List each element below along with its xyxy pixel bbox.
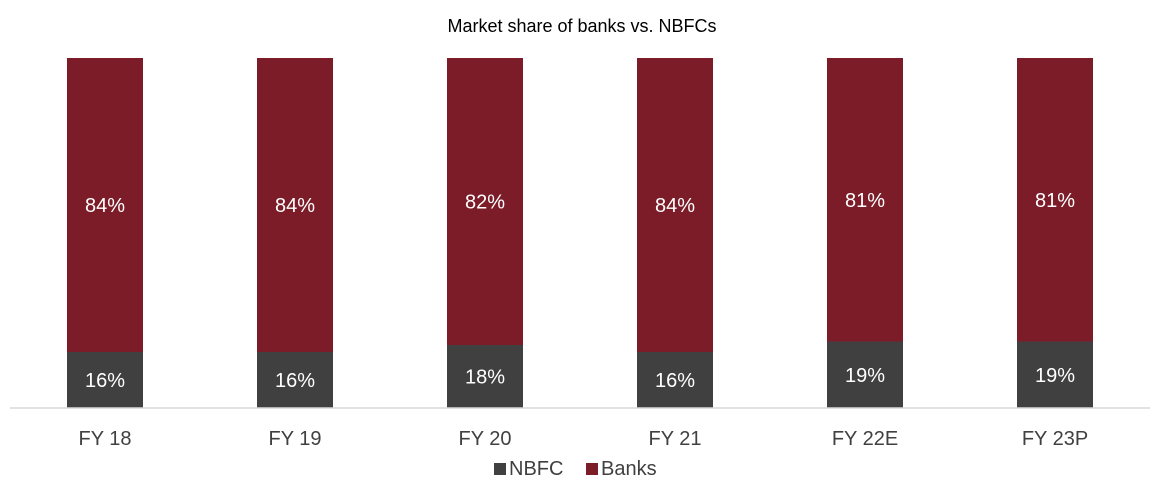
bar-banks-3 [637,58,713,352]
data-label-nbfc-2: 18% [465,367,505,389]
legend-label-nbfc: NBFC [509,458,563,480]
data-label-nbfc-4: 19% [845,365,885,387]
bar-nbfc-1 [257,352,333,408]
data-labels: 16% 84% 16% 84% 18% 82% 16% 84% 19% 81% 19% 81% [85,190,1075,392]
bar-nbfc-5 [1017,341,1093,408]
legend-swatch-banks [586,463,598,475]
x-tick-label: FY 20 [459,428,512,450]
data-label-banks-1: 84% [275,195,315,217]
x-tick-label: FY 19 [269,428,322,450]
bar-banks-4 [827,58,903,342]
bar-nbfc-0 [67,352,143,408]
bars-layer [67,58,1093,408]
data-label-nbfc-5: 19% [1035,365,1075,387]
bar-banks-0 [67,58,143,352]
data-label-nbfc-3: 16% [655,370,695,392]
legend: NBFC Banks [494,458,657,480]
x-tick-label: FY 23P [1022,428,1088,450]
x-tick-label: FY 22E [832,428,898,450]
bar-nbfc-3 [637,352,713,408]
data-label-banks-2: 82% [465,192,505,214]
bar-banks-1 [257,58,333,352]
bar-nbfc-2 [447,345,523,408]
bar-banks-5 [1017,58,1093,342]
data-label-nbfc-0: 16% [85,370,125,392]
legend-swatch-nbfc [494,463,506,475]
data-label-nbfc-1: 16% [275,370,315,392]
data-label-banks-3: 84% [655,195,695,217]
x-tick-label: FY 21 [649,428,702,450]
chart-title: Market share of banks vs. NBFCs [447,16,716,36]
legend-label-banks: Banks [601,458,657,480]
x-tick-label: FY 18 [79,428,132,450]
x-tick-labels: FY 18 FY 19 FY 20 FY 21 FY 22E FY 23P [79,428,1089,450]
bar-banks-2 [447,58,523,345]
data-label-banks-4: 81% [845,190,885,212]
data-label-banks-5: 81% [1035,190,1075,212]
data-label-banks-0: 84% [85,195,125,217]
bar-nbfc-4 [827,341,903,408]
